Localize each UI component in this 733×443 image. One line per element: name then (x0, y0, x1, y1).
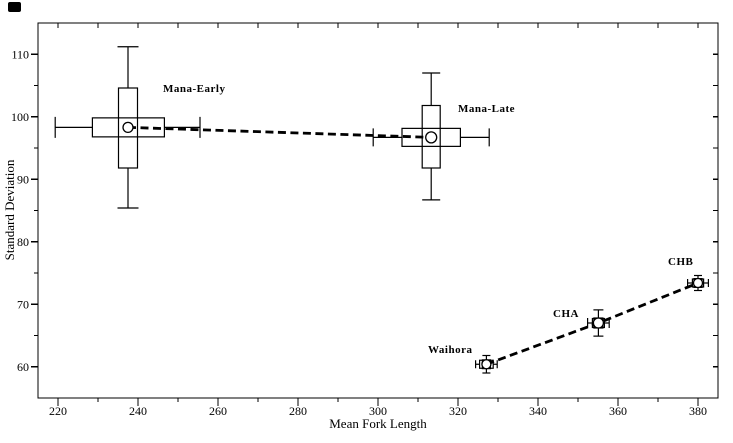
x-axis-tick-label: 280 (289, 404, 307, 418)
x-axis-tick-label: 260 (209, 404, 227, 418)
x-axis-tick-label: 380 (689, 404, 707, 418)
x-axis-tick-label: 340 (529, 404, 547, 418)
x-axis-tick-label: 360 (609, 404, 627, 418)
mana-late-marker (425, 131, 438, 144)
series-line-mana (127, 125, 432, 139)
y-axis-tick-label: 70 (17, 297, 29, 311)
y-axis-tick-label: 110 (11, 47, 29, 61)
x-axis-tick-label: 220 (49, 404, 67, 418)
y-axis-tick-label: 80 (17, 235, 29, 249)
cha-marker (592, 317, 605, 329)
chb-marker (692, 277, 704, 289)
mana-early-h-box (91, 117, 166, 138)
mana-early-label: Mana-Early (163, 83, 225, 95)
plot-frame (37, 22, 719, 399)
y-axis-tick-label: 100 (11, 110, 29, 124)
chb-label: CHB (668, 256, 694, 268)
waihora-label: Waihora (428, 344, 472, 356)
mana-early-marker (122, 121, 134, 134)
y-axis-tick-label: 90 (17, 172, 29, 186)
waihora-marker (481, 359, 492, 370)
y-axis-tick-label: 60 (17, 360, 29, 374)
corner-ink-mark (8, 2, 21, 12)
x-axis-tick-label: 320 (449, 404, 467, 418)
mana-late-label: Mana-Late (458, 103, 515, 115)
x-axis-title: Mean Fork Length (329, 416, 427, 431)
x-axis-tick-label: 240 (129, 404, 147, 418)
cha-label: CHA (553, 308, 579, 320)
mana-early-v-box (117, 87, 139, 169)
y-axis-title: Standard Deviation (2, 159, 17, 260)
mana-late-h-box (401, 127, 462, 147)
x-axis-tick-label: 300 (369, 404, 387, 418)
